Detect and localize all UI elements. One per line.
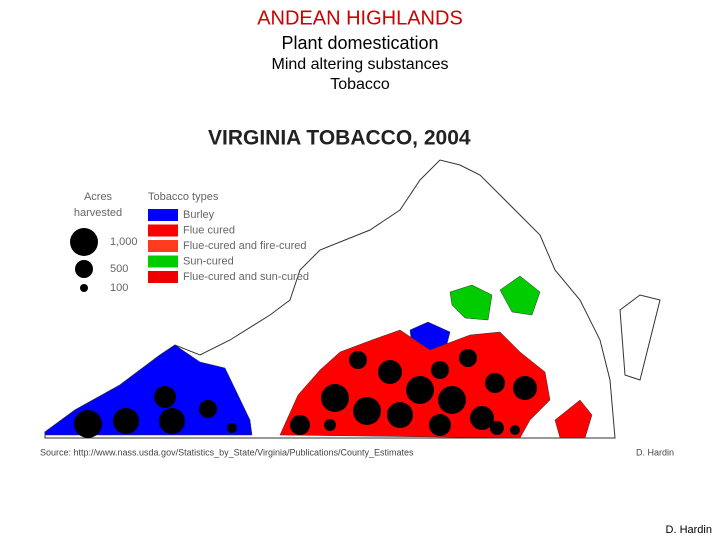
circle bbox=[74, 410, 102, 438]
legend-swatch bbox=[148, 271, 178, 283]
legend-circle bbox=[70, 228, 98, 256]
circle bbox=[406, 376, 434, 404]
map-title: VIRGINIA TOBACCO, 2004 bbox=[208, 127, 471, 150]
legend-label: Flue-cured and fire-cured bbox=[183, 240, 307, 252]
legend-label: Burley bbox=[183, 209, 215, 221]
circle bbox=[513, 376, 537, 400]
circle bbox=[227, 423, 237, 433]
legend-label: Flue cured bbox=[183, 224, 235, 236]
circle bbox=[490, 421, 504, 435]
circle bbox=[154, 386, 176, 408]
circle bbox=[378, 360, 402, 384]
legend-label: Flue-cured and sun-cured bbox=[183, 271, 309, 283]
circle bbox=[324, 419, 336, 431]
legend-label: 500 bbox=[110, 263, 128, 275]
legend-swatch bbox=[148, 224, 178, 237]
circle bbox=[387, 402, 413, 428]
circle bbox=[290, 415, 310, 435]
circle bbox=[431, 361, 449, 379]
slide-subtitle: Plant domestication bbox=[281, 33, 438, 53]
circle bbox=[353, 397, 381, 425]
legend-label: Sun-cured bbox=[183, 255, 234, 267]
circle bbox=[438, 386, 466, 414]
circle bbox=[485, 373, 505, 393]
circle bbox=[459, 349, 477, 367]
legend-label: 100 bbox=[110, 282, 128, 294]
circle bbox=[199, 400, 217, 418]
circle bbox=[470, 406, 494, 430]
legend-circle bbox=[75, 260, 93, 278]
circle bbox=[113, 408, 139, 434]
map: VIRGINIA TOBACCO, 2004 bbox=[40, 127, 674, 458]
size-legend: Acres harvested 1,000 500 100 bbox=[70, 191, 138, 294]
legend-swatch bbox=[148, 209, 178, 221]
legend-title: Acres bbox=[84, 191, 113, 203]
footer-credit: D. Hardin bbox=[666, 524, 712, 536]
legend-title: harvested bbox=[74, 207, 122, 219]
legend-label: 1,000 bbox=[110, 236, 138, 248]
slide-line: Tobacco bbox=[330, 76, 390, 93]
circle bbox=[510, 425, 520, 435]
sun-region bbox=[449, 284, 493, 321]
legend-circle bbox=[80, 284, 88, 292]
legend-swatch bbox=[148, 255, 178, 268]
eastern-shore bbox=[619, 294, 661, 381]
map-source: Source: http://www.nass.usda.gov/Statist… bbox=[40, 447, 414, 457]
circle bbox=[349, 351, 367, 369]
legend-title: Tobacco types bbox=[148, 191, 219, 203]
circle bbox=[159, 408, 185, 434]
circle bbox=[429, 414, 451, 436]
slide-line: Mind altering substances bbox=[272, 56, 449, 73]
legend-swatch bbox=[148, 240, 178, 252]
sun-region bbox=[499, 275, 541, 316]
acreage-circles bbox=[74, 349, 537, 438]
type-legend: Tobacco types Burley Flue cured Flue-cured… bbox=[148, 191, 309, 283]
flue-region bbox=[554, 399, 593, 439]
slide-title: ANDEAN HIGHLANDS bbox=[257, 7, 463, 29]
map-credit: D. Hardin bbox=[636, 447, 674, 457]
circle bbox=[321, 384, 349, 412]
